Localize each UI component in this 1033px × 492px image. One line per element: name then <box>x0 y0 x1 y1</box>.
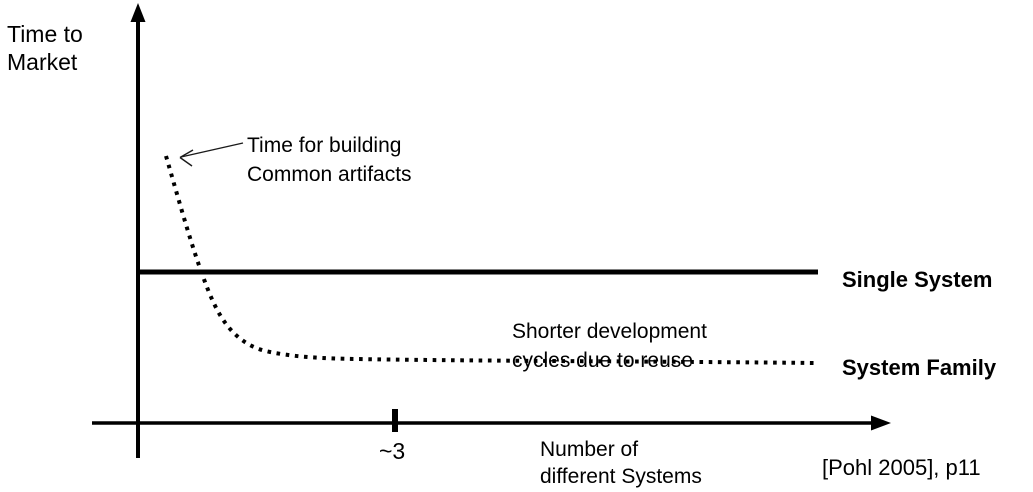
annotation-arrow-icon <box>179 142 244 167</box>
system-family-curve <box>164 155 816 365</box>
x-axis-label: Number of different Systems <box>540 438 702 488</box>
system-family-series-label: System Family <box>842 355 997 380</box>
y-axis-label: Time to Market <box>7 21 83 75</box>
single-system-series-label: Single System <box>842 267 993 292</box>
common-artifacts-annotation: Time for building Common artifacts <box>247 134 412 186</box>
source-attribution: [Pohl 2005], p11 <box>822 455 981 480</box>
x-axis-arrowhead-icon <box>871 415 891 431</box>
y-axis-arrowhead-icon <box>130 3 146 22</box>
reuse-annotation: Shorter development cycles due to reuse <box>512 320 707 372</box>
x-tick-label: ~3 <box>379 438 406 464</box>
